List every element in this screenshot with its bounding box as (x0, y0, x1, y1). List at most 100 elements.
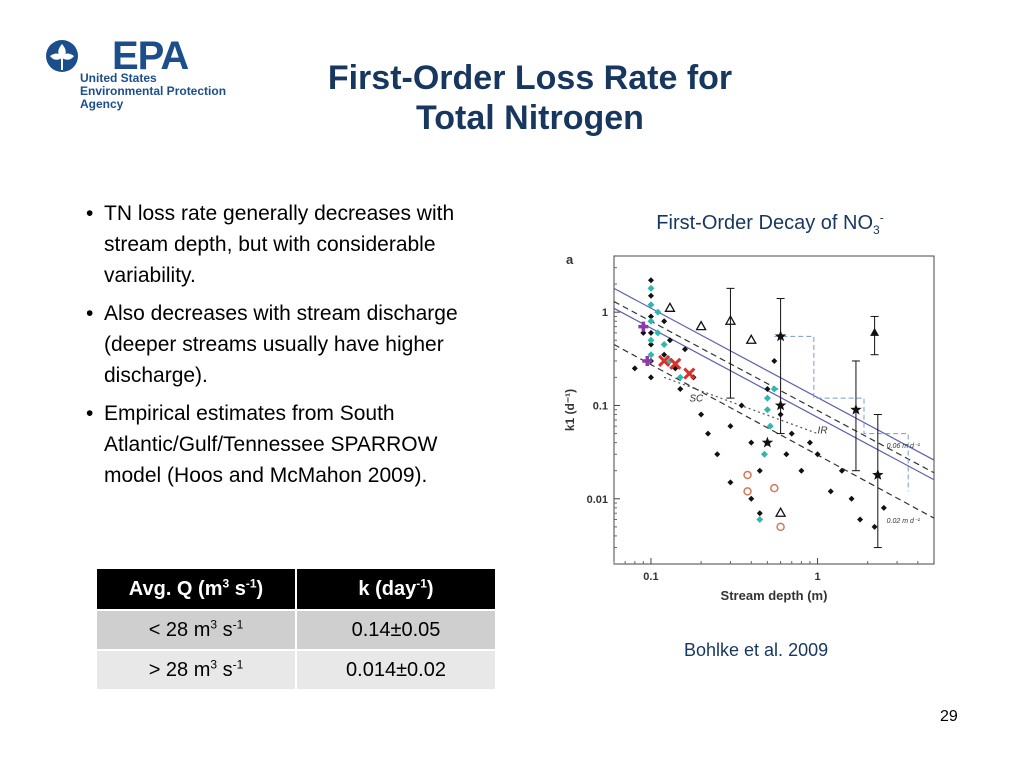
data-point-black (748, 495, 755, 502)
data-point-black (788, 430, 795, 437)
data-point-cyan (770, 385, 778, 393)
x-tick-label: 0.1 (643, 571, 658, 583)
header-avg-q: Avg. Q (m3 s-1) (95, 567, 297, 611)
y-tick-label: 0.01 (587, 494, 608, 506)
data-point-black (661, 351, 668, 358)
epa-logo: EPA United States Environmental Protecti… (44, 34, 234, 112)
data-point-black (681, 346, 688, 353)
cell-k: 0.014±0.02 (295, 649, 497, 691)
data-point-black (677, 386, 684, 393)
slide-title: First-Order Loss Rate for Total Nitrogen (250, 58, 810, 138)
x-tick-label: 1 (814, 571, 820, 583)
chart-annotation: 0.02 m d⁻¹ (887, 518, 921, 525)
data-point-black (647, 329, 654, 336)
data-point-triangle-open (664, 301, 676, 312)
y-tick-label: 0.1 (593, 400, 608, 412)
data-point-cyan (676, 373, 684, 381)
trend-line (613, 287, 935, 461)
data-point-black (798, 467, 805, 474)
title-line: First-Order Loss Rate for (327, 59, 733, 97)
data-point-cyan (647, 301, 655, 309)
data-point-orange-circle (770, 483, 779, 493)
chart-caption: First-Order Decay of NO3- (656, 210, 884, 237)
data-point-cyan (756, 515, 764, 523)
data-point-black (727, 479, 734, 486)
bullet-list: TN loss rate generally decreases with st… (84, 198, 484, 498)
data-point-black (698, 411, 705, 418)
data-point-black (848, 495, 855, 502)
data-point-cyan (760, 450, 768, 458)
decay-scatter-chart: 0.1 1 0.01 0.1 1 Stream depth (m) k1 (d⁻¹) a SC I… (563, 252, 935, 603)
bullet-item: TN loss rate generally decreases with st… (84, 198, 484, 291)
data-point-red-cross (658, 354, 671, 368)
data-point-black (806, 439, 813, 446)
table-row: < 28 m3 s-1 0.14±0.05 (95, 609, 497, 651)
data-point-purple-plus (638, 321, 649, 332)
data-point-black (661, 318, 668, 325)
y-tick-label: 1 (602, 307, 608, 319)
data-point-star (761, 436, 774, 448)
data-point-triangle-open (745, 333, 757, 344)
data-point-black (748, 439, 755, 446)
data-point-triangle-open (774, 506, 787, 517)
data-point-black (631, 365, 638, 372)
data-point-orange-circle (776, 522, 785, 532)
data-point-black (880, 504, 887, 511)
data-point-cyan (766, 422, 774, 430)
panel-label: a (566, 252, 574, 267)
data-point-black (756, 467, 763, 474)
data-point-black (771, 357, 778, 364)
data-point-orange-circle (743, 487, 752, 496)
title-line: Total Nitrogen (416, 99, 644, 137)
y-axis-label: k1 (d⁻¹) (563, 389, 577, 431)
data-point-cyan (647, 284, 655, 292)
data-point-cyan (654, 329, 662, 337)
data-point-black (827, 488, 834, 495)
agency-line: Environmental Protection (80, 84, 227, 98)
page-number: 29 (940, 708, 958, 725)
data-point-orange-circle (743, 470, 752, 480)
data-point-black (647, 341, 654, 348)
data-point-black (783, 451, 790, 458)
header-k: k (day-1) (295, 567, 497, 611)
data-point-black (871, 523, 878, 530)
cell-q: < 28 m3 s-1 (95, 609, 297, 651)
agency-line: United States (80, 71, 157, 85)
data-point-black (647, 313, 654, 320)
x-axis-label: Stream depth (m) (721, 588, 828, 603)
data-point-cyan (647, 317, 655, 325)
data-point-red-cross (683, 367, 696, 380)
data-point-black (647, 277, 654, 284)
data-point-black (705, 430, 712, 437)
table-row: > 28 m3 s-1 0.014±0.02 (95, 649, 497, 691)
figure-credit: Bohlke et al. 2009 (684, 640, 829, 660)
data-point-cyan (763, 406, 771, 414)
bullet-item: Empirical estimates from South Atlantic/… (84, 398, 484, 491)
chart-annotation: IR (818, 426, 828, 437)
loss-rate-table: Avg. Q (m3 s-1) k (day-1) < 28 m3 s-1 0.… (95, 567, 497, 691)
data-point-red-cross (669, 357, 682, 370)
data-point-black (666, 337, 673, 344)
epa-flower-icon (46, 40, 78, 72)
data-point-black (647, 374, 654, 381)
step-outline (774, 335, 909, 492)
trend-line (613, 307, 935, 481)
data-point-black (738, 402, 745, 409)
data-point-cyan (763, 394, 771, 402)
bullet-item: Also decreases with stream discharge (de… (84, 298, 484, 391)
logo-agency-name: United States Environmental Protection A… (80, 72, 226, 111)
data-point-black (764, 386, 771, 393)
chart-annotation: 0.06 m d⁻¹ (887, 443, 921, 450)
agency-line: Agency (80, 97, 124, 111)
logo-wordmark: EPA (112, 34, 189, 78)
data-point-cyan (660, 341, 668, 349)
data-point-triangle-open (695, 320, 707, 331)
chart-annotation: SC (689, 394, 704, 405)
data-point-cyan (647, 336, 655, 344)
data-point-cyan (654, 308, 662, 316)
data-point-black (814, 451, 821, 458)
trend-line (613, 344, 935, 519)
cell-k: 0.14±0.05 (295, 609, 497, 651)
data-point-black (838, 467, 845, 474)
table-header-row: Avg. Q (m3 s-1) k (day-1) (95, 567, 497, 611)
